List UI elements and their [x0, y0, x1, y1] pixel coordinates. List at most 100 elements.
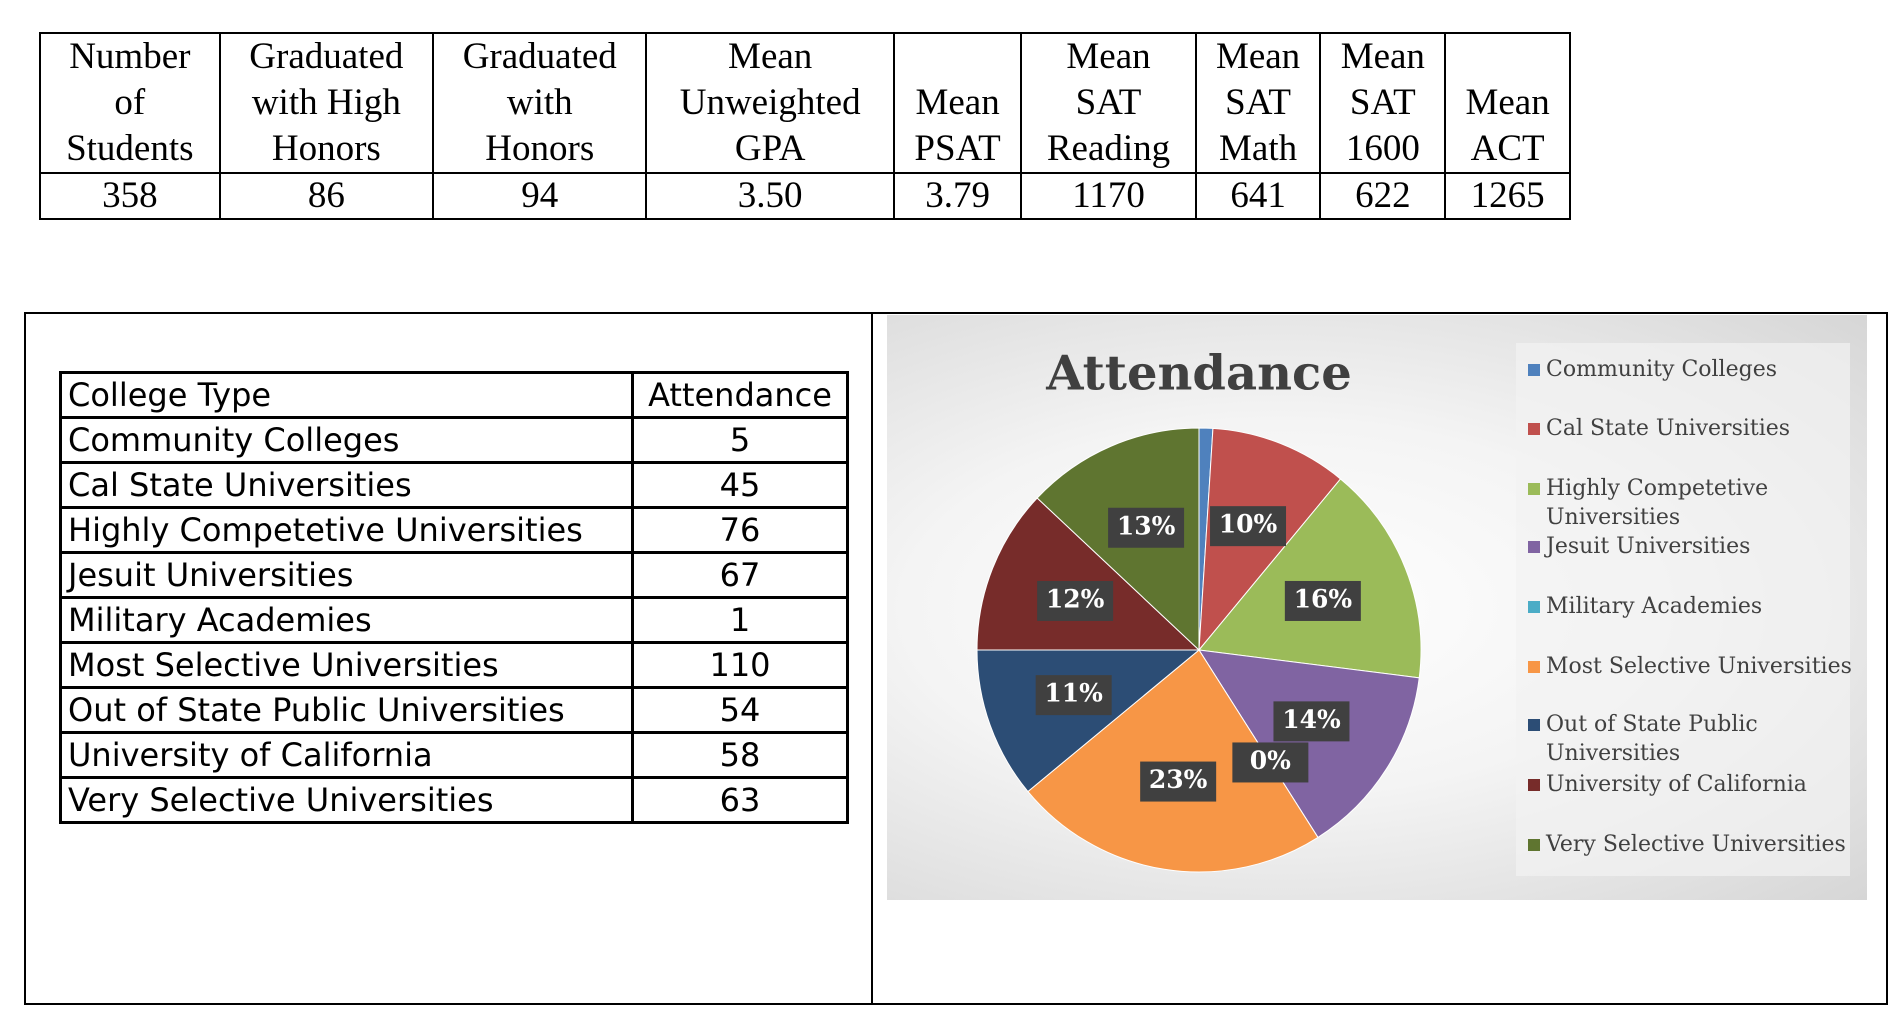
data-label-box — [1108, 507, 1185, 548]
header-line: PSAT — [914, 128, 1001, 169]
row: Community Colleges 5 — [59, 416, 849, 464]
legend-entry: Most Selective Universities — [1526, 652, 1866, 681]
data-label: 13% — [1117, 511, 1176, 540]
data-label-box — [1232, 742, 1309, 783]
legend-label: University of California — [1546, 772, 1807, 797]
header-line: with High — [251, 82, 401, 123]
header-line: Mean — [915, 82, 1000, 123]
header-line: Graduated — [462, 36, 617, 77]
header-row: College Type Attendance — [59, 371, 849, 419]
cell: Most Selective Universities — [59, 641, 634, 689]
legend-swatch — [1528, 601, 1540, 613]
header-row: Number of Students Graduated with High Honors… — [39, 32, 1571, 174]
header-line: GPA — [734, 128, 806, 169]
pie-svg: Attendance 10% 16% 14% 0% 23% 11% 12% 13% — [976, 346, 1422, 873]
header-cell: Mean PSAT — [892, 32, 1023, 174]
cell: Community Colleges — [59, 416, 634, 464]
header-line: Unweighted — [679, 82, 861, 123]
legend-label: Community Colleges — [1546, 357, 1777, 382]
header-line: 1600 — [1345, 128, 1420, 169]
data-cell: 1170 — [1020, 172, 1197, 220]
legend-swatch — [1528, 423, 1540, 435]
legend-label: Out of State Public Universities — [1546, 712, 1758, 766]
legend-swatch — [1528, 719, 1540, 731]
data-label: 14% — [1282, 705, 1341, 734]
header-line: ACT — [1470, 128, 1545, 169]
header-cell: Mean ACT — [1444, 32, 1571, 174]
row: Most Selective Universities 110 — [59, 641, 849, 689]
cell: 54 — [631, 686, 849, 734]
header-line: Mean — [1340, 36, 1425, 77]
cell: 45 — [631, 461, 849, 509]
cell: Out of State Public Universities — [59, 686, 634, 734]
legend-swatch — [1528, 541, 1540, 553]
chart: Attendance 10% 16% 14% 0% 23% 11% 12% 13% Commun… — [887, 315, 1867, 900]
data-cell: 3.79 — [892, 172, 1023, 220]
legend-label: Highly Competetive Universities — [1546, 476, 1769, 530]
header-cell: Graduated with High Honors — [218, 32, 435, 174]
data-cell: 86 — [218, 172, 435, 220]
header-cell: College Type — [59, 371, 634, 419]
row: Very Selective Universities 63 — [59, 776, 849, 824]
row: University of California 58 — [59, 731, 849, 779]
legend-entry: Jesuit Universities — [1526, 532, 1866, 561]
header-line: SAT — [1349, 82, 1416, 123]
cell: Cal State Universities — [59, 461, 634, 509]
data-label-box — [1273, 701, 1350, 742]
data-cell: 94 — [432, 172, 648, 220]
row: Highly Competetive Universities 76 — [59, 506, 849, 554]
row: Cal State Universities 45 — [59, 461, 849, 509]
cell: Military Academies — [59, 596, 634, 644]
stats-table: Number of Students Graduated with High Honors… — [39, 32, 1571, 220]
pie-slice — [1198, 478, 1422, 679]
header-line: Graduated — [249, 36, 404, 77]
header-line: Mean — [1215, 36, 1301, 77]
cell: 63 — [631, 776, 849, 824]
data-label-box — [1284, 580, 1361, 621]
chart-title: Attendance — [1045, 346, 1352, 402]
data-cell: 358 — [39, 172, 221, 220]
row: Military Academies 1 — [59, 596, 849, 644]
data-label: 11% — [1044, 679, 1103, 708]
header-line: Honors — [271, 128, 381, 169]
data-label-box — [1140, 761, 1217, 802]
header-line: of — [114, 82, 146, 123]
data-cell: 1265 — [1444, 172, 1571, 220]
pie-slice — [1198, 649, 1420, 839]
data-label-box — [1210, 506, 1287, 547]
header-line: Number — [69, 36, 191, 77]
legend-swatch — [1528, 779, 1540, 791]
cell: Highly Competetive Universities — [59, 506, 634, 554]
header-cell: Number of Students — [39, 32, 221, 174]
legend-swatch — [1528, 364, 1540, 376]
header-line: SAT — [1075, 82, 1142, 123]
frame — [24, 312, 1888, 1005]
header-line: Mean — [1066, 36, 1151, 77]
cell: 58 — [631, 731, 849, 779]
data-label-box — [1037, 580, 1114, 621]
data-cell: 641 — [1194, 172, 1322, 220]
legend-label: Very Selective Universities — [1546, 832, 1846, 857]
legend-entry: Cal State Universities — [1526, 414, 1866, 443]
cell: 110 — [631, 641, 849, 689]
header-cell: Mean SAT Math — [1194, 32, 1322, 174]
pie-slice — [976, 497, 1201, 651]
header-cell: Attendance — [631, 371, 849, 419]
data-row: 358 86 94 3.50 3.79 1170 641 622 1265 — [39, 172, 1571, 220]
data-label: 0% — [1250, 746, 1291, 775]
header-line: with — [506, 82, 573, 123]
cell: 76 — [631, 506, 849, 554]
cell: Jesuit Universities — [59, 551, 634, 599]
cell: University of California — [59, 731, 634, 779]
divider — [871, 312, 873, 1003]
legend-swatch — [1528, 483, 1540, 495]
row: Jesuit Universities 67 — [59, 551, 849, 599]
row: Out of State Public Universities 54 — [59, 686, 849, 734]
header-line: Mean — [728, 36, 813, 77]
header-line: Students — [66, 128, 194, 169]
legend-entry: Community Colleges — [1526, 355, 1866, 384]
legend-label: Military Academies — [1546, 594, 1763, 619]
data-label-box — [1035, 675, 1112, 716]
legend-entry: Out of State Public Universities — [1526, 710, 1866, 768]
